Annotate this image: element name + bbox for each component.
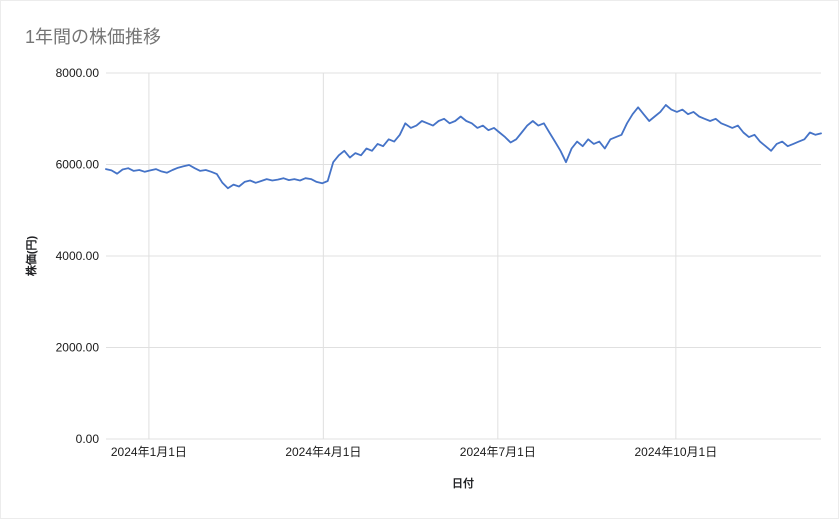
price-line — [105, 104, 822, 190]
y-tick-label: 4000.00 — [56, 249, 100, 263]
chart-title: 1年間の株価推移 — [25, 27, 162, 47]
y-tick-label: 6000.00 — [56, 158, 100, 172]
y-tick-label: 2000.00 — [56, 341, 100, 355]
y-tick-label: 0.00 — [76, 432, 100, 446]
x-tick-label: 2024年10月1日 — [634, 445, 717, 459]
y-tick-label: 8000.00 — [56, 66, 100, 80]
x-tick-label: 2024年4月1日 — [285, 445, 361, 459]
x-tick-label: 2024年1月1日 — [111, 445, 187, 459]
x-tick-label: 2024年7月1日 — [460, 445, 536, 459]
x-axis-title: 日付 — [452, 478, 474, 490]
